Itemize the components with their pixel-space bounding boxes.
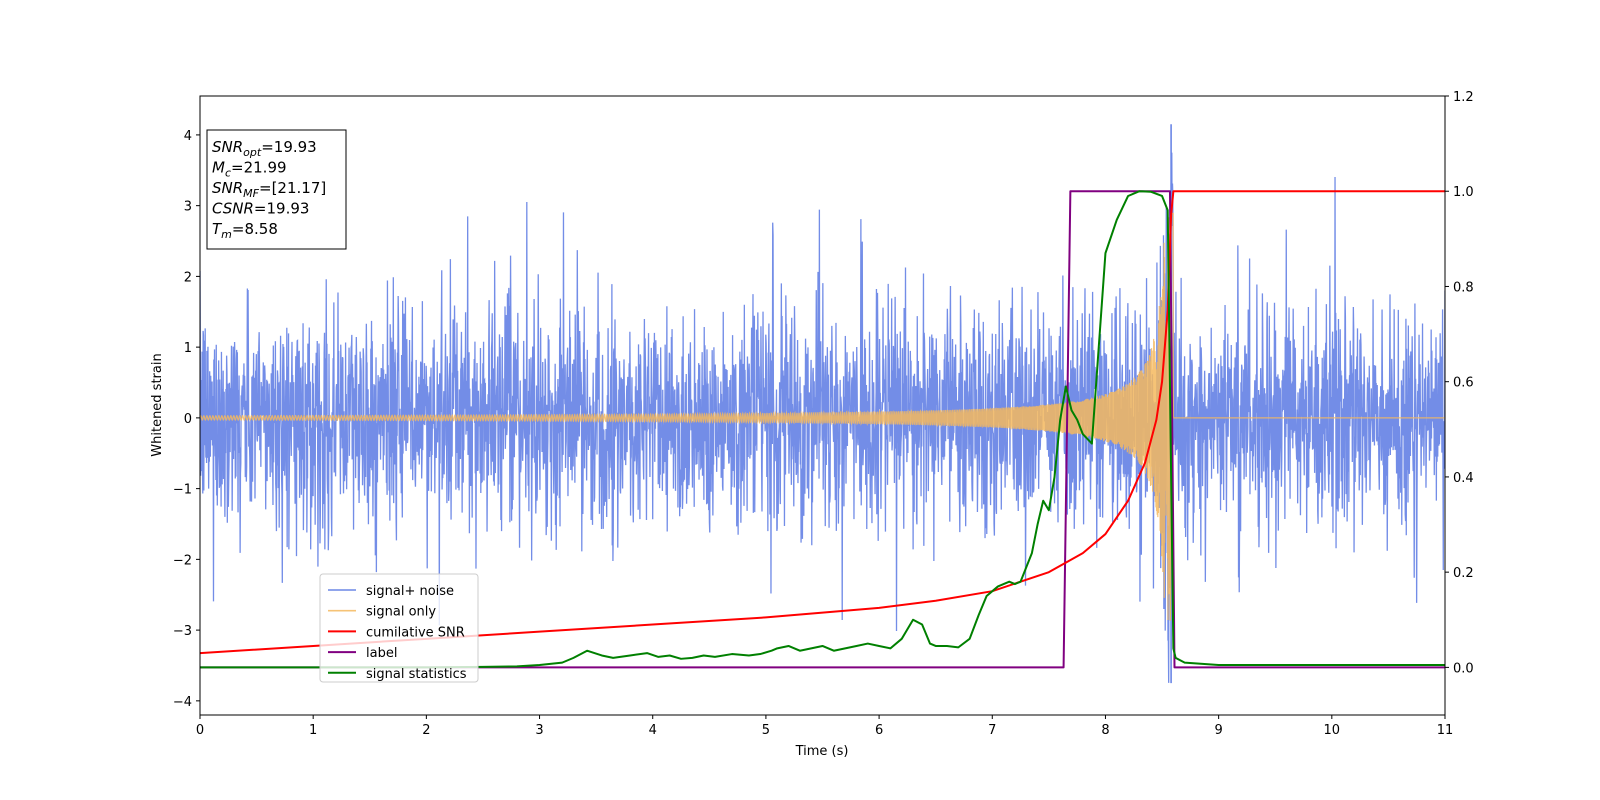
info-line: SNRopt=19.93 (212, 138, 317, 159)
x-tick-label: 10 (1324, 723, 1341, 738)
x-tick-label: 8 (1101, 723, 1109, 738)
y-axis-left: −4 −3 −2 −1 0 1 2 3 4 (173, 129, 200, 710)
series-cumilative-snr (200, 190, 1445, 655)
y-tick-label: 1 (184, 341, 192, 356)
legend-label: label (366, 646, 397, 661)
y-axis-label: Whitened strain (150, 353, 165, 456)
series-signal-noise (200, 152, 1445, 683)
y-tick-label: 0 (184, 412, 192, 427)
y-tick-label: −1 (173, 483, 192, 498)
y-tick-label: −4 (173, 695, 192, 710)
legend-frame (319, 573, 479, 683)
x-tick-label: 7 (988, 723, 996, 738)
legend-label: signal only (366, 605, 436, 620)
info-line: Tm=8.58 (212, 220, 278, 241)
y2-tick-label: 1.2 (1453, 90, 1474, 105)
y-tick-label: 3 (184, 200, 192, 215)
info-line: CSNR=19.93 (212, 200, 309, 218)
x-tick-label: 1 (309, 723, 317, 738)
x-tick-label: 3 (535, 723, 543, 738)
y-tick-label: 2 (184, 270, 192, 285)
series-label (200, 190, 1445, 669)
info-line: Mc=21.99 (212, 159, 287, 180)
series-signal-statistics (200, 190, 1445, 669)
series-layer (200, 124, 1445, 684)
x-tick-label: 4 (649, 723, 657, 738)
y-tick-label: −2 (173, 553, 192, 568)
y2-tick-label: 0.0 (1453, 661, 1474, 676)
plot-frame (199, 95, 1446, 716)
legend: signal+ noise signal only cumilative SNR la… (319, 573, 479, 683)
x-tick-label: 9 (1214, 723, 1222, 738)
y-tick-label: 4 (184, 129, 192, 144)
x-axis-label: Time (s) (795, 744, 849, 759)
y2-tick-label: 1.0 (1453, 185, 1474, 200)
x-tick-label: 0 (196, 723, 204, 738)
x-axis: 0 1 2 3 4 5 6 7 8 9 10 11 (196, 715, 1453, 738)
x-tick-label: 11 (1437, 723, 1454, 738)
x-tick-label: 6 (875, 723, 883, 738)
legend-label: cumilative SNR (366, 625, 465, 640)
y2-tick-label: 0.8 (1453, 280, 1474, 295)
y2-tick-label: 0.6 (1453, 376, 1474, 391)
info-line: SNRMF=[21.17] (212, 179, 326, 200)
info-box-frame (206, 129, 347, 250)
legend-label: signal+ noise (366, 584, 454, 599)
y2-tick-label: 0.4 (1453, 471, 1474, 486)
y2-tick-label: 0.2 (1453, 566, 1474, 581)
legend-label: signal statistics (366, 667, 467, 682)
series-signal-only (200, 212, 1445, 621)
info-lines: SNRopt=19.93Mc=21.99SNRMF=[21.17]CSNR=19… (212, 138, 326, 241)
legend-entries: signal+ noise signal only cumilative SNR la… (328, 584, 467, 682)
x-tick-label: 2 (422, 723, 430, 738)
y-tick-label: −3 (173, 624, 192, 639)
x-tick-label: 5 (762, 723, 770, 738)
y-axis-right: 0.0 0.2 0.4 0.6 0.8 1.0 1.2 (1445, 90, 1474, 676)
info-box: SNRopt=19.93Mc=21.99SNRMF=[21.17]CSNR=19… (206, 129, 347, 250)
